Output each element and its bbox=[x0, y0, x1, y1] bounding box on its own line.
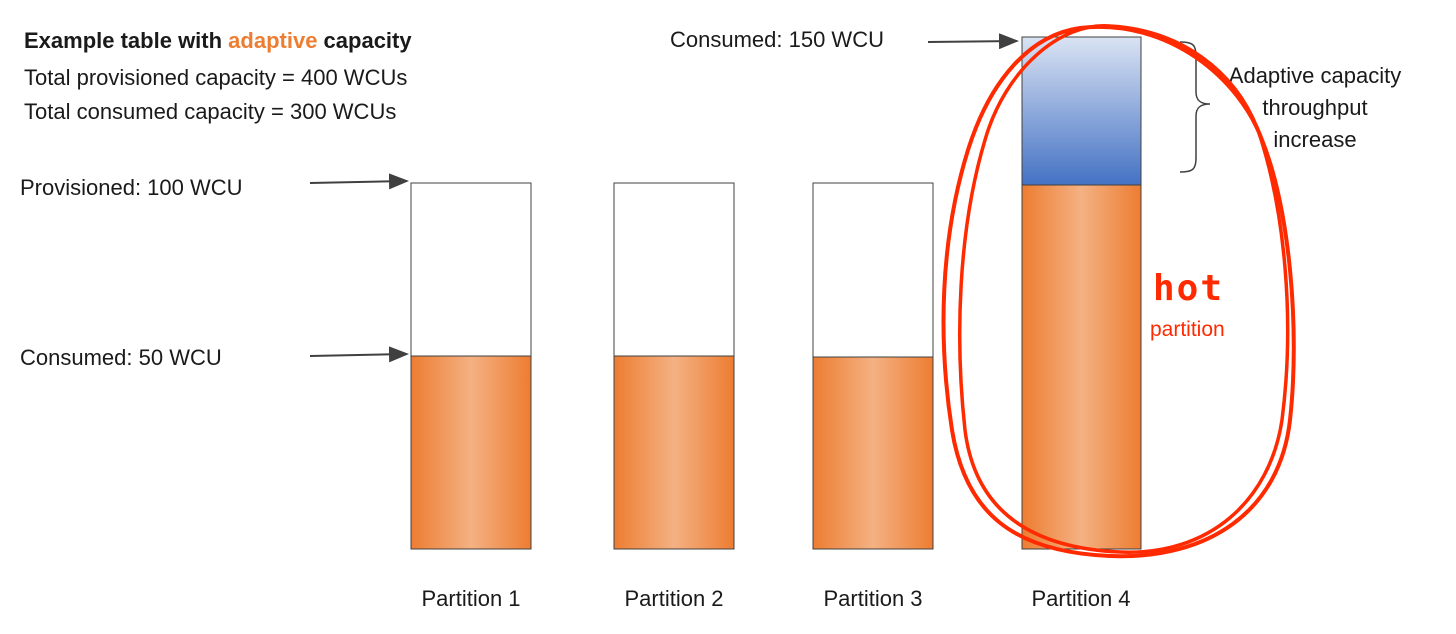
title-accent: adaptive bbox=[228, 28, 318, 53]
hot-partition-circle-second-stroke bbox=[957, 24, 1290, 554]
title-prefix: Example table with bbox=[24, 28, 229, 53]
total-consumed-text: Total consumed capacity = 300 WCUs bbox=[24, 99, 397, 124]
title-suffix: capacity bbox=[317, 28, 412, 53]
total-provisioned-text: Total provisioned capacity = 400 WCUs bbox=[24, 65, 408, 90]
partition-2-label: Partition 2 bbox=[624, 586, 724, 611]
partition-4-label: Partition 4 bbox=[1031, 586, 1131, 611]
partition-4-consumed-fill bbox=[1021, 184, 1142, 550]
adaptive-line-2: throughput bbox=[1262, 95, 1368, 120]
provisioned-arrow bbox=[309, 173, 409, 190]
adaptive-brace bbox=[1179, 41, 1211, 173]
hot-partition-sublabel: partition bbox=[1150, 318, 1225, 341]
adaptive-line-1: Adaptive capacity bbox=[1228, 63, 1402, 88]
adaptive-capacity-label: Adaptive capacity throughput increase bbox=[1205, 60, 1425, 156]
consumed-annotation: Consumed: 50 WCU bbox=[20, 345, 222, 370]
partition-1-consumed-fill bbox=[410, 355, 532, 550]
consumed-arrow bbox=[309, 346, 409, 363]
provisioned-annotation: Provisioned: 100 WCU bbox=[20, 175, 243, 200]
diagram-title: Example table with adaptive capacity bbox=[24, 28, 412, 54]
partition-1-label: Partition 1 bbox=[421, 586, 521, 611]
consumed-hot-annotation: Consumed: 150 WCU bbox=[670, 27, 884, 52]
partition-2-consumed-fill bbox=[613, 355, 735, 550]
partition-3-consumed-fill bbox=[812, 356, 934, 550]
consumed-hot-arrow bbox=[927, 33, 1019, 50]
partition-4-adaptive-fill bbox=[1021, 36, 1142, 186]
adaptive-line-3: increase bbox=[1273, 127, 1357, 152]
hot-word-label: hot bbox=[1153, 268, 1225, 309]
partition-3-label: Partition 3 bbox=[823, 586, 923, 611]
